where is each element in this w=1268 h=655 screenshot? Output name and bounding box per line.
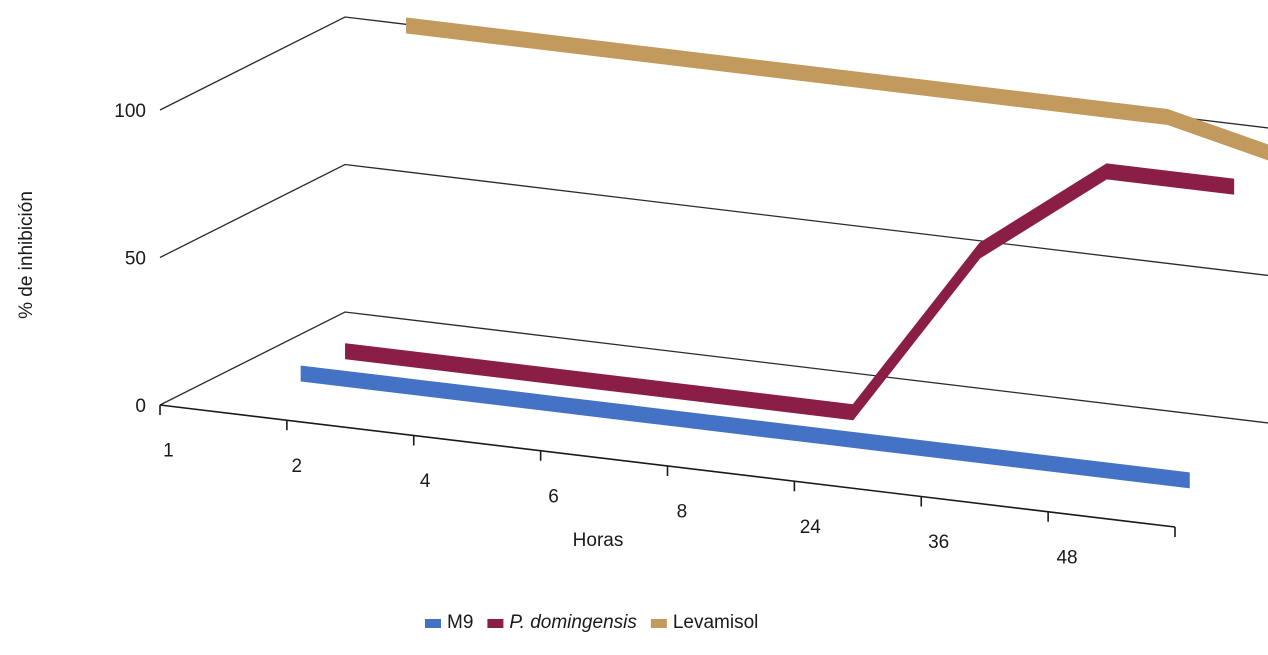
legend-item: Levamisol [650, 612, 759, 633]
legend-swatch [487, 619, 504, 628]
x-tick-label: 1 [163, 441, 174, 462]
legend-swatch [425, 619, 441, 628]
y-tick-label: 0 [135, 396, 146, 417]
x-tick-label: 6 [548, 486, 559, 507]
gridline [159, 311, 1268, 424]
legend-item: M9 [425, 612, 473, 633]
legend-label: M9 [447, 612, 473, 633]
legend-item: P. domingensis [487, 612, 637, 633]
x-axis-title: Horas [573, 530, 624, 551]
series-p-domingensis [345, 163, 1235, 421]
y-tick-label: 100 [114, 101, 146, 122]
series-ribbon [300, 365, 1190, 489]
legend-label: P. domingensis [509, 612, 637, 633]
x-tick-label: 24 [800, 517, 822, 538]
series-m9 [300, 365, 1190, 489]
y-tick-label: 50 [125, 249, 146, 270]
axis-layer [159, 404, 1176, 537]
x-tick-label: 48 [1056, 547, 1077, 568]
series-ribbon [406, 17, 1268, 161]
x-tick-label: 8 [677, 502, 688, 523]
legend-label: Levamisol [673, 612, 759, 633]
series-levamisol [406, 17, 1268, 161]
legend-swatch [650, 619, 667, 628]
gridline [159, 163, 1268, 277]
gridline [159, 16, 1268, 129]
series-layer [300, 17, 1268, 489]
x-tick-label: 36 [928, 532, 949, 553]
legend: M9 P. domingensis Levamisol [425, 612, 758, 633]
x-tick-label: 4 [420, 471, 431, 492]
series-ribbon [345, 163, 1235, 421]
y-axis-title: % de inhibición [16, 191, 37, 319]
x-tick-label: 2 [292, 456, 303, 477]
